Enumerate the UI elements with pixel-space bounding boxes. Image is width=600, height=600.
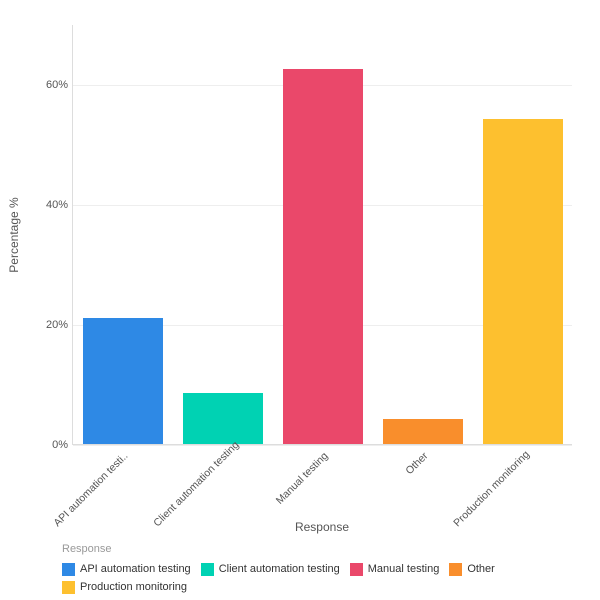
- legend-item: Client automation testing: [201, 560, 340, 578]
- legend-label: Manual testing: [368, 560, 440, 578]
- bar-client-automation-testing: [183, 393, 263, 444]
- legend-swatch: [350, 563, 363, 576]
- x-axis-label: Response: [72, 520, 572, 534]
- bar-production-monitoring: [483, 119, 563, 444]
- legend-swatch: [62, 581, 75, 594]
- x-tick-label: Other: [351, 450, 430, 529]
- legend: Response API automation testing Client a…: [62, 540, 582, 596]
- legend-item: Other: [449, 560, 495, 578]
- legend-title: Response: [62, 540, 582, 558]
- legend-swatch: [449, 563, 462, 576]
- legend-item: Production monitoring: [62, 578, 187, 596]
- x-tick-label: Client automation testing: [151, 450, 230, 529]
- y-tick-label: 40%: [38, 199, 68, 211]
- x-tick-label: API automation testi..: [51, 450, 130, 529]
- legend-item: API automation testing: [62, 560, 191, 578]
- bar-other: [383, 419, 463, 444]
- legend-label: Client automation testing: [219, 560, 340, 578]
- y-tick-label: 20%: [38, 319, 68, 331]
- gridline: [73, 445, 572, 446]
- y-axis-label: Percentage %: [7, 197, 21, 272]
- legend-label: Other: [467, 560, 495, 578]
- y-tick-label: 0%: [38, 439, 68, 451]
- legend-swatch: [201, 563, 214, 576]
- legend-label: Production monitoring: [80, 578, 187, 596]
- legend-swatch: [62, 563, 75, 576]
- plot-area: [72, 25, 572, 445]
- legend-label: API automation testing: [80, 560, 191, 578]
- x-tick-label: Production monitoring: [451, 450, 530, 529]
- bar-manual-testing: [283, 69, 363, 444]
- legend-item: Manual testing: [350, 560, 440, 578]
- y-tick-label: 60%: [38, 79, 68, 91]
- bar-api-automation-testing: [83, 318, 163, 444]
- x-tick-label: Manual testing: [251, 450, 330, 529]
- bar-chart: Percentage % 0% 20% 40% 60% API automati…: [0, 0, 600, 600]
